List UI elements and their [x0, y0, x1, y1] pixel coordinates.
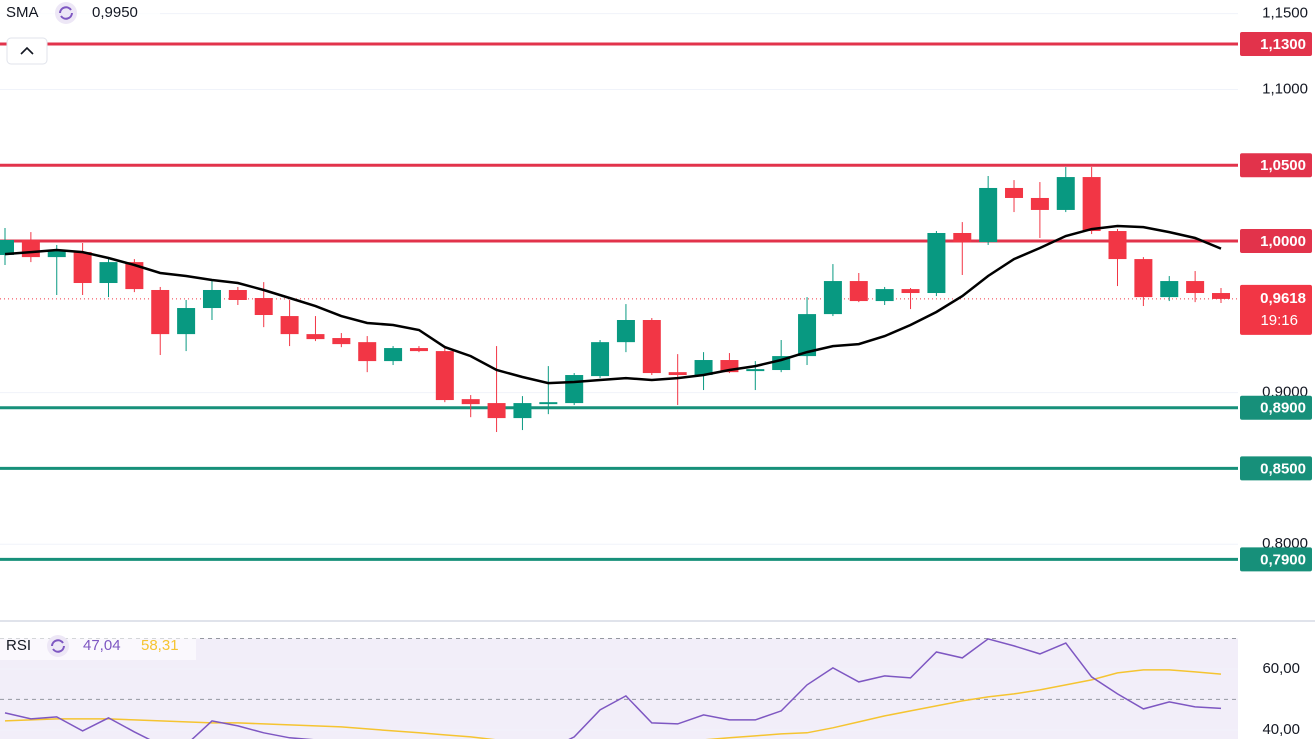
- candle-body: [1005, 187, 1024, 198]
- y-tick-label: 60,00: [1262, 660, 1300, 677]
- candle-body: [151, 289, 170, 335]
- collapse-button[interactable]: [6, 37, 48, 65]
- level-label: 1,1300: [1260, 36, 1306, 53]
- candle-body: [384, 348, 403, 362]
- candle-body: [798, 314, 817, 357]
- price-plot: [0, 167, 1238, 433]
- level-label-bg: [1240, 395, 1312, 420]
- level-label: 1,0000: [1260, 233, 1306, 250]
- candle-body: [1160, 281, 1179, 298]
- candle-body: [409, 348, 428, 352]
- candle-body: [1030, 197, 1049, 210]
- last-price-label-bg: [1240, 284, 1312, 335]
- rsi-axis: 60,00 40,00: [1262, 660, 1300, 738]
- price-axis: 1,15001,10000,90000,80001,13001,05001,00…: [1240, 5, 1312, 572]
- candle-body: [746, 369, 765, 372]
- candle-body: [875, 289, 894, 302]
- candle-body: [694, 360, 713, 376]
- rsi-line: [4, 669, 1222, 739]
- price-grid: [0, 13, 1238, 545]
- candle-body: [901, 289, 920, 294]
- legend-name: RSI: [6, 637, 31, 654]
- sma-line: [4, 224, 1222, 385]
- legend-name: SMA: [6, 4, 39, 21]
- candle-body: [358, 342, 377, 362]
- candle-body: [461, 399, 480, 405]
- candle-body: [1134, 259, 1153, 298]
- countdown-label: 19:16: [1260, 312, 1298, 329]
- candle-body: [823, 281, 842, 315]
- candle-body: [1056, 177, 1075, 210]
- candle-body: [228, 289, 247, 300]
- level-label: 0,7900: [1260, 551, 1306, 568]
- y-tick-label: 1,1500: [1262, 5, 1308, 22]
- rsi-plot: [0, 637, 1238, 739]
- level-label-bg: [1240, 31, 1312, 56]
- candle-body: [435, 351, 454, 401]
- level-label-bg: [1240, 456, 1312, 481]
- legend-bg: [0, 0, 160, 26]
- level-label-bg: [1240, 229, 1312, 254]
- candle-body: [21, 239, 40, 258]
- candle-body: [1212, 293, 1230, 299]
- legend-value: 58,31: [141, 637, 179, 654]
- candle-body: [202, 289, 221, 309]
- candle-body: [280, 316, 299, 335]
- legend-bg: [0, 633, 196, 660]
- candle-body: [616, 320, 635, 343]
- candle-body: [487, 403, 506, 419]
- level-label: 0,8900: [1260, 400, 1306, 417]
- candle-body: [953, 232, 972, 243]
- candle-body: [513, 403, 532, 419]
- legend-value: 0,9950: [92, 4, 138, 21]
- levels: [0, 42, 1238, 561]
- settings-icon[interactable]: [47, 635, 69, 657]
- rsi-line: [4, 638, 1222, 739]
- candle-body: [642, 320, 661, 374]
- candle-body: [125, 262, 144, 290]
- level-label: 1,0500: [1260, 157, 1306, 174]
- last-price-label: 0,9618: [1260, 290, 1306, 307]
- candle-body: [254, 298, 273, 316]
- candle-body: [1186, 281, 1205, 294]
- candle-body: [849, 281, 868, 302]
- candle-body: [1108, 231, 1127, 260]
- candle-body: [47, 251, 66, 258]
- candle-body: [565, 375, 584, 404]
- candle-body: [73, 252, 92, 284]
- candle-body: [332, 338, 351, 345]
- y-tick-label: 1,1000: [1262, 80, 1308, 97]
- candle-body: [927, 232, 946, 294]
- level-label-bg: [1240, 547, 1312, 572]
- level-label: 0,8500: [1260, 460, 1306, 477]
- candle-body: [99, 262, 118, 284]
- candle-body: [979, 187, 998, 243]
- candle-body: [0, 239, 14, 255]
- y-tick-label: 40,00: [1262, 721, 1300, 738]
- settings-icon[interactable]: [55, 2, 77, 24]
- candle-body: [668, 372, 687, 376]
- level-label-bg: [1240, 153, 1312, 178]
- legend-value: 47,04: [83, 637, 121, 654]
- candle-body: [591, 342, 610, 377]
- candle-body: [177, 308, 196, 335]
- candle-body: [539, 402, 558, 405]
- candle-body: [306, 334, 325, 340]
- candle-body: [1082, 177, 1101, 232]
